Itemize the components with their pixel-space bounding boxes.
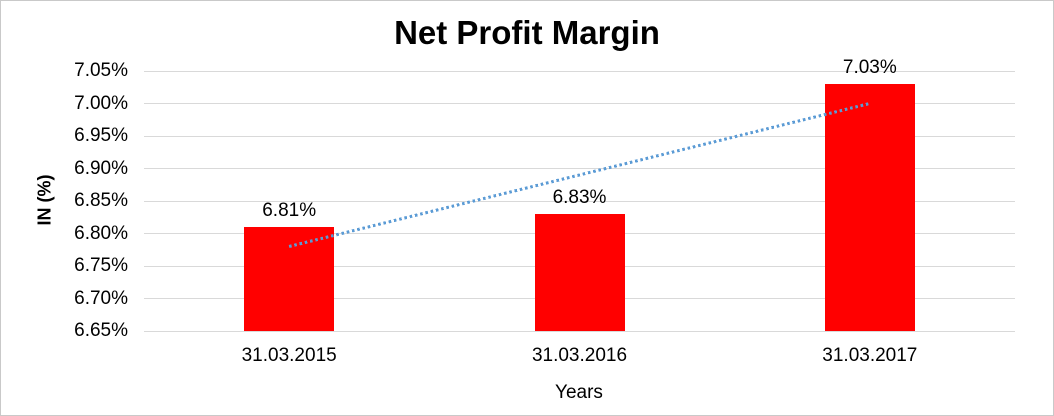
x-category-label: 31.03.2017	[822, 345, 918, 366]
y-tick-label: 6.85%	[74, 190, 128, 211]
bar-value-label: 7.03%	[842, 57, 897, 78]
bar-value-label: 6.83%	[552, 187, 607, 208]
y-tick-label: 6.65%	[74, 320, 128, 341]
y-tick-label: 6.95%	[74, 125, 128, 146]
y-gridline	[144, 200, 1015, 202]
x-axis-title: Years	[555, 382, 603, 403]
y-tick-label: 6.90%	[74, 157, 128, 179]
bar	[824, 84, 915, 331]
y-gridline	[144, 70, 1015, 72]
y-tick-label: 6.80%	[74, 222, 128, 244]
y-tick-label: 7.00%	[74, 92, 128, 114]
y-gridline	[144, 330, 1015, 332]
chart-title: Net Profit Margin	[394, 14, 660, 51]
y-gridline	[144, 103, 1015, 104]
x-category-label: 31.03.2016	[531, 345, 628, 366]
bar	[244, 227, 335, 331]
y-gridline	[144, 135, 1015, 137]
y-tick-label: 7.05%	[74, 60, 128, 81]
y-gridline	[144, 168, 1015, 169]
x-category-label: 31.03.2015	[241, 345, 337, 366]
y-tick-label: 6.75%	[74, 255, 128, 276]
bar-value-label: 6.81%	[262, 200, 317, 221]
y-tick-label: 6.70%	[74, 287, 128, 309]
bar	[534, 214, 625, 331]
